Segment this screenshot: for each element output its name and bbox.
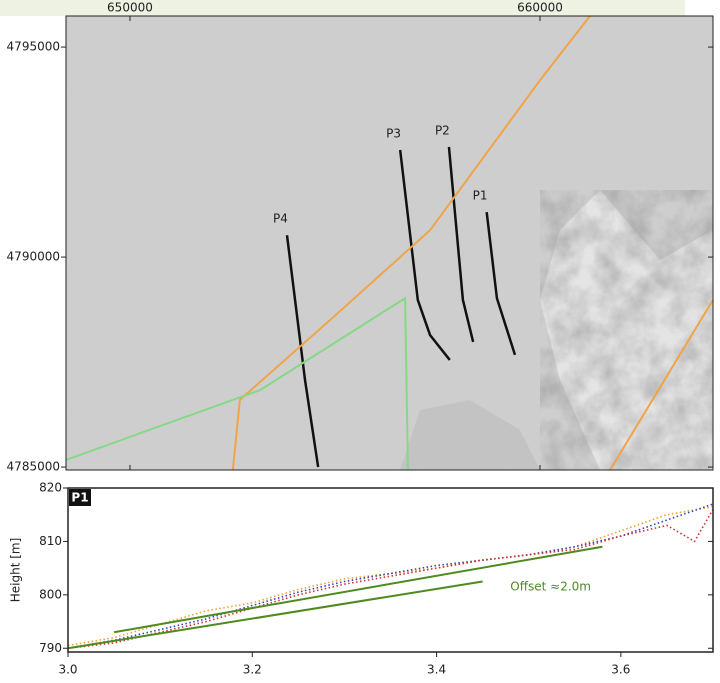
y-tick-label: 810: [39, 534, 62, 548]
y-tick-label: 820: [39, 481, 62, 495]
series-line: [68, 507, 713, 646]
x-tick-label: 3.6: [611, 663, 630, 677]
y-tick-label: 790: [39, 641, 62, 655]
series-line: [68, 509, 713, 648]
axes-frame: [68, 488, 713, 652]
profile-label: P2: [435, 124, 450, 138]
x-tick-label: 650000: [107, 1, 153, 15]
x-tick-label: 3.2: [243, 663, 262, 677]
y-tick-label: 800: [39, 587, 62, 601]
header-strip: [0, 0, 685, 16]
page: P1 P2 P3 P4 650000 660000 4785000 4790000 479500…: [0, 0, 720, 683]
series-line: [68, 504, 713, 648]
chart-title: P1: [71, 491, 88, 505]
annotation: Offset ≈2.0m: [510, 579, 591, 593]
x-tick-label: 660000: [517, 1, 563, 15]
x-tick-label: 3.4: [427, 663, 446, 677]
profile-label: P1: [473, 189, 488, 203]
y-tick-label: 4795000: [7, 40, 60, 54]
profile-label: P4: [273, 212, 288, 226]
x-tick-label: 3.0: [58, 663, 77, 677]
profile-chart: 3.0 3.2 3.4 3.6 790 800 810 820 P1 Height [m] Offs…: [9, 481, 714, 677]
hillshade: [66, 16, 713, 470]
figure: P1 P2 P3 P4 650000 660000 4785000 4790000 479500…: [0, 0, 720, 683]
y-axis-label: Height [m]: [9, 538, 23, 603]
y-tick-label: 4785000: [7, 460, 60, 474]
series-line: [68, 581, 483, 648]
profile-label: P3: [386, 126, 401, 140]
y-tick-label: 4790000: [7, 250, 60, 264]
